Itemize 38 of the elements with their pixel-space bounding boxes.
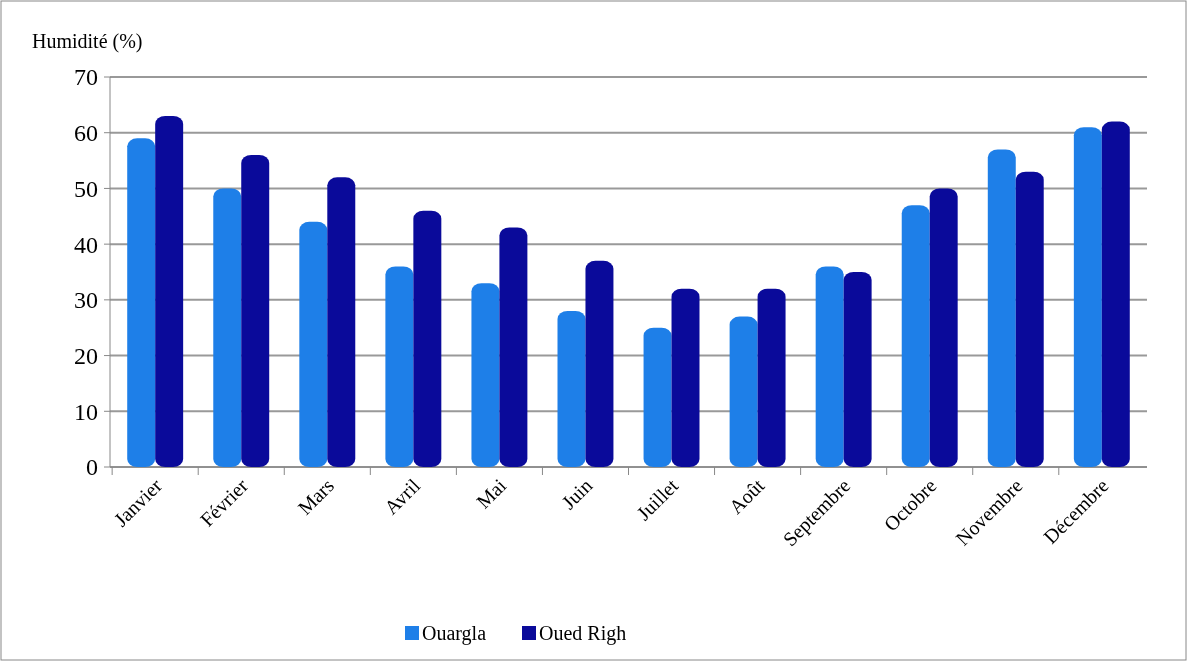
y-tick-label: 60 [74,120,98,147]
bar [241,155,270,467]
bar [815,266,844,467]
bar [671,288,700,467]
bar [385,266,414,467]
bar [155,116,184,467]
legend-label: Oued Righ [539,622,627,645]
bar [327,177,356,467]
x-tick-label: Mai [471,473,511,513]
bar [1101,121,1130,467]
bar [843,272,872,467]
bar [757,288,786,467]
bar [213,188,242,467]
bar [471,283,500,467]
x-tick-label: Juin [557,474,597,514]
y-tick-label: 0 [86,454,98,481]
bar [643,327,672,467]
y-tick-label: 70 [74,64,98,91]
bar [929,188,958,467]
legend-label: Ouargla [422,622,487,645]
y-tick-label: 40 [74,231,98,258]
y-tick-label: 30 [74,287,98,314]
y-tick-label: 20 [74,342,98,369]
bar [557,311,586,467]
bar [729,316,758,467]
bar [1073,127,1102,467]
bar [499,227,528,467]
bar [901,205,930,467]
bar [1015,171,1044,467]
bar [585,260,614,467]
y-tick-label: 50 [74,175,98,202]
bar [299,221,328,467]
x-tick-label: Août [724,473,769,519]
y-axis-title: Humidité (%) [32,30,143,53]
y-tick-label: 10 [74,398,98,425]
bar [127,138,156,467]
bar [413,210,442,467]
bar [987,149,1016,467]
